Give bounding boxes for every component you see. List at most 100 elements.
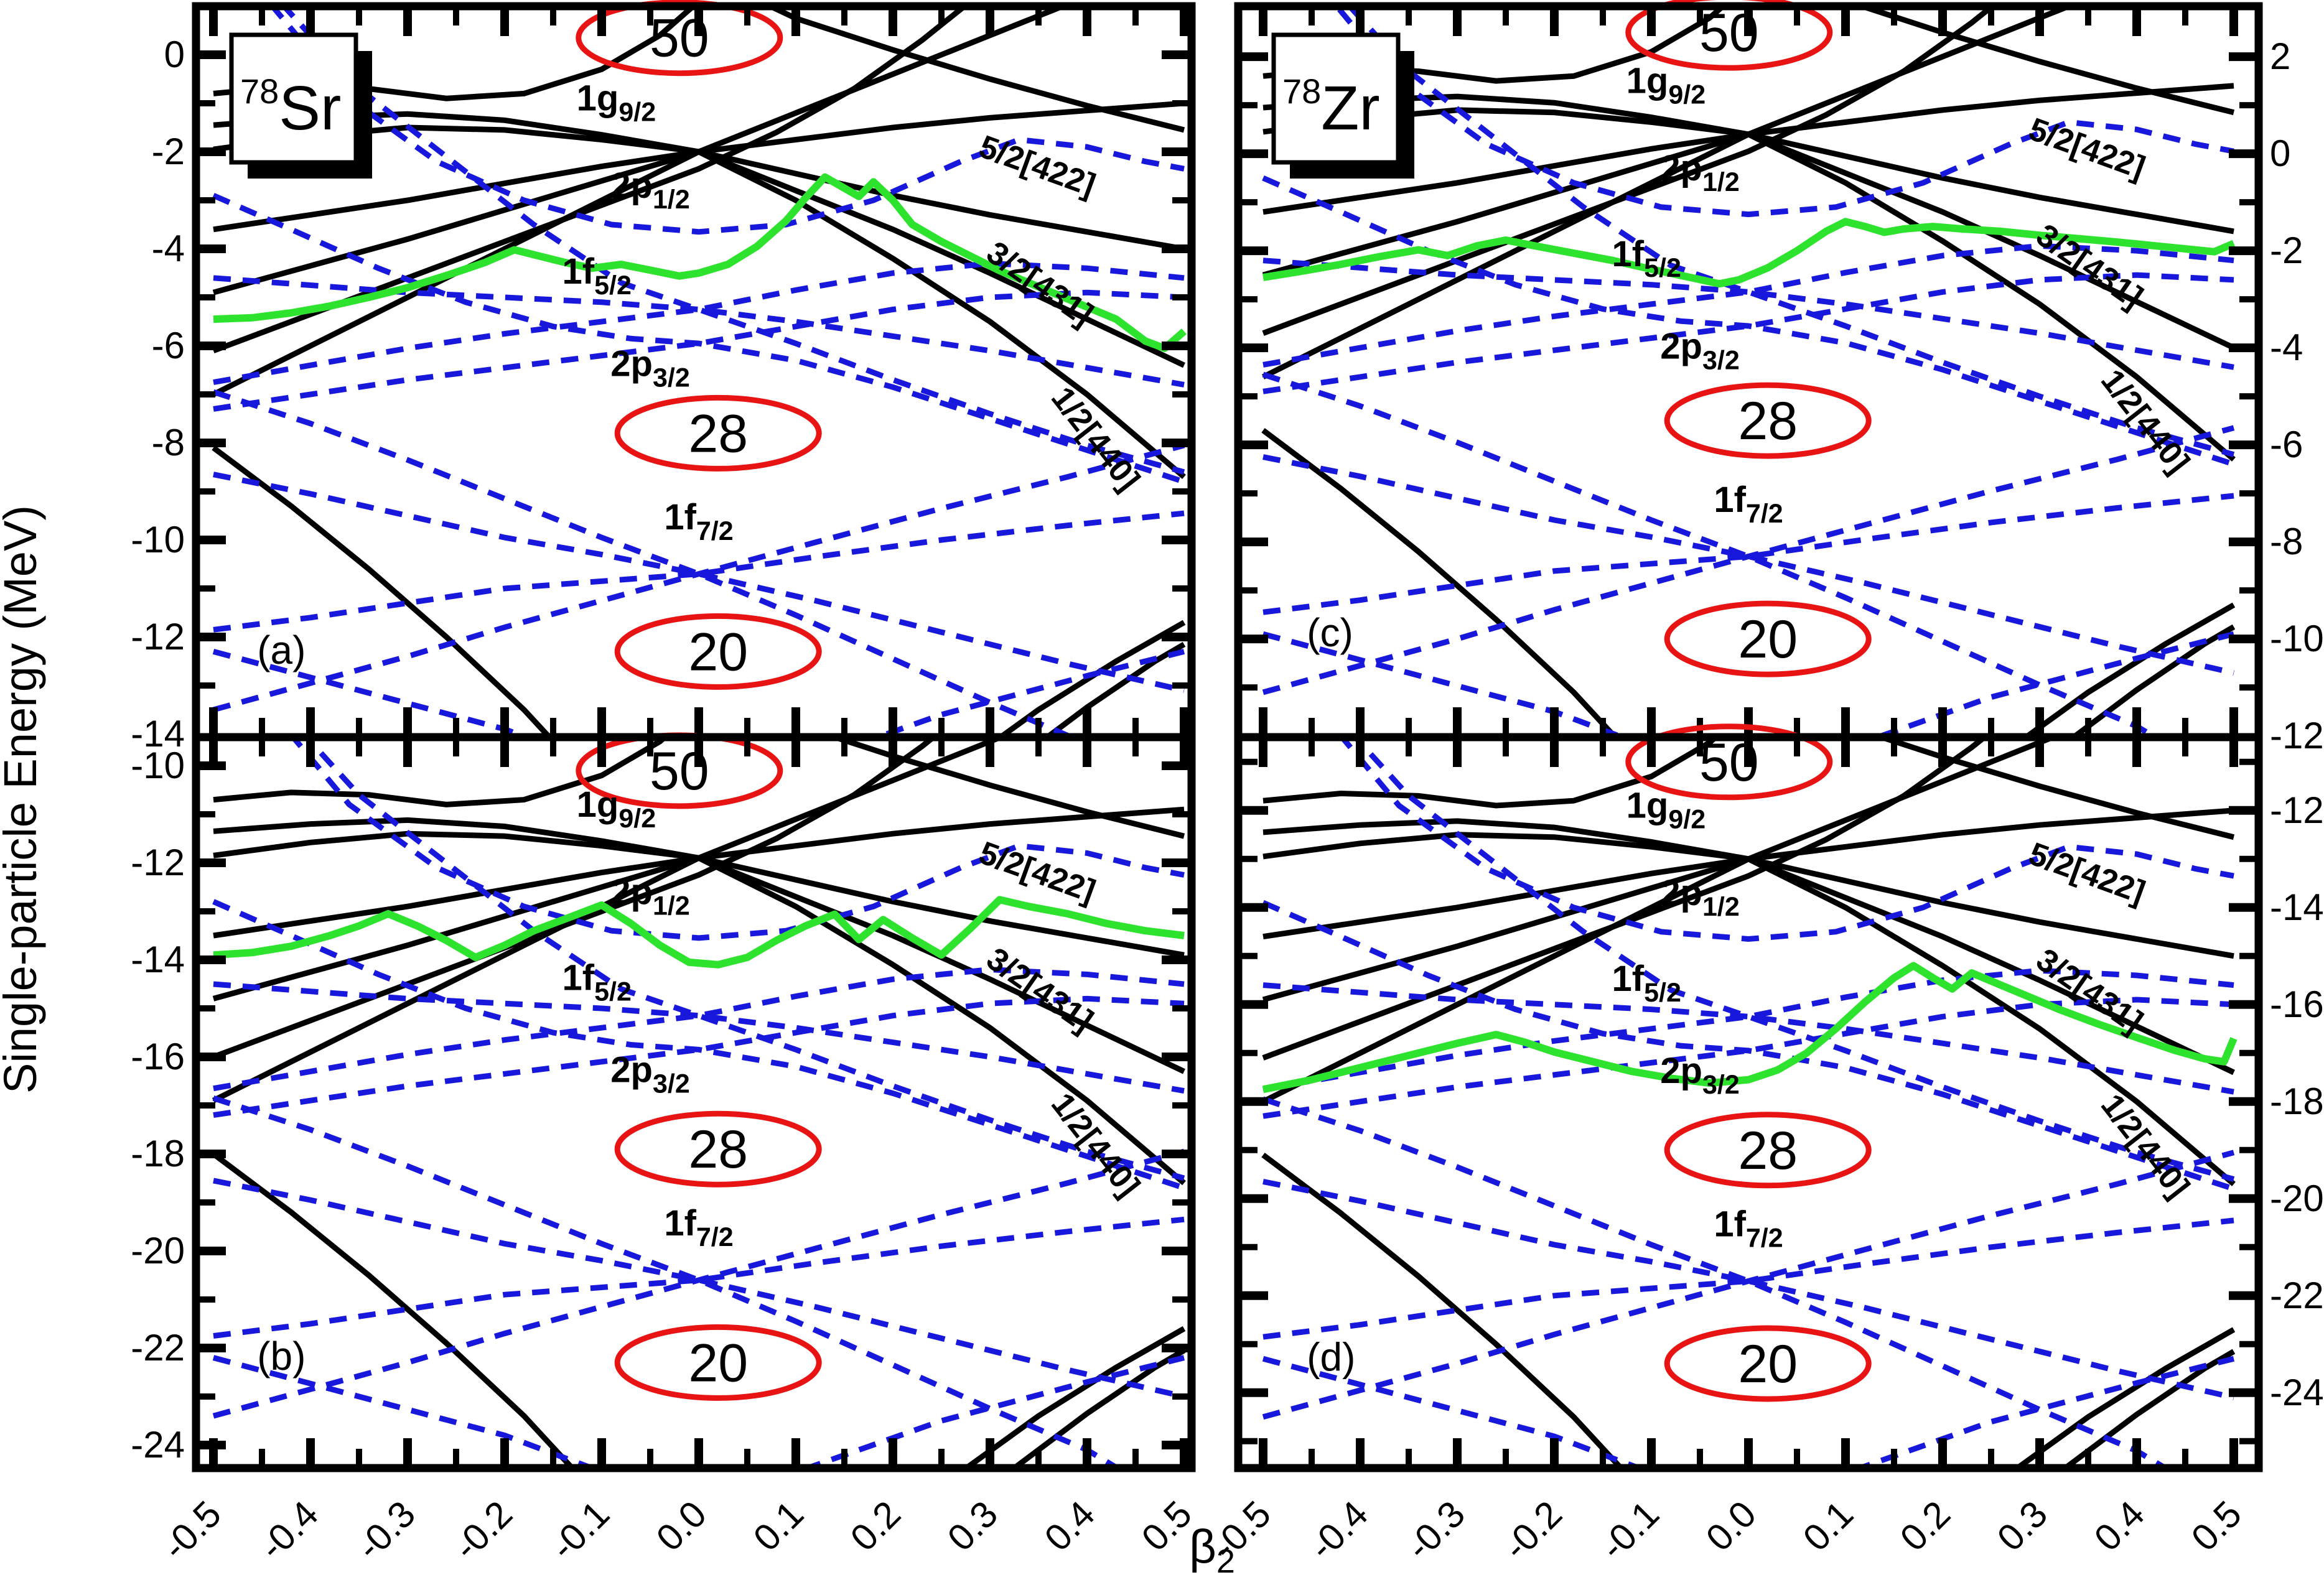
y-tick-label: 0 bbox=[164, 34, 185, 75]
y-tick-label: -20 bbox=[2270, 1178, 2324, 1219]
panel-ticks bbox=[1242, 741, 2255, 1464]
shell-gap-number: 20 bbox=[1738, 1334, 1798, 1394]
isotope-symbol: Sr bbox=[279, 73, 341, 143]
shell-gap-oval bbox=[1664, 382, 1872, 459]
y-tick-label: -2 bbox=[2270, 230, 2303, 271]
level-curve-blue bbox=[1869, 631, 2235, 737]
x-tick-label: 0.1 bbox=[1795, 1493, 1861, 1559]
level-curve-black bbox=[1261, 428, 1619, 737]
level-curve-blue bbox=[1262, 1355, 1647, 1468]
level-curve-blue bbox=[289, 737, 1185, 941]
nilsson-label: 3/2[431] bbox=[980, 235, 1099, 333]
orbital-label-sub: 9/2 bbox=[1668, 80, 1706, 110]
level-curve-blue bbox=[212, 1148, 1185, 1419]
x-tick-label: 0.3 bbox=[940, 1493, 1006, 1559]
orbital-label-main: 2p bbox=[610, 165, 653, 206]
isotope-mass-number: 78 bbox=[240, 72, 279, 111]
shell-gap-number: 20 bbox=[688, 622, 748, 682]
panel-ticks bbox=[200, 741, 1188, 1464]
orbital-label-main: 1g bbox=[577, 78, 619, 119]
level-curve-blue bbox=[1351, 737, 2235, 1182]
orbital-label-main: 2p bbox=[1660, 326, 1702, 366]
level-curve-blue bbox=[1338, 737, 2234, 942]
x-tick-label: -0.2 bbox=[1495, 1493, 1570, 1568]
y-tick-label: -4 bbox=[152, 228, 185, 269]
shell-gap-number: 28 bbox=[688, 404, 748, 463]
panel-a: 5028201g9/22p1/21f5/22p3/21f7/25/2[422]3… bbox=[131, 0, 1196, 755]
orbital-label: 2p1/2 bbox=[610, 872, 689, 921]
orbital-label-main: 2p bbox=[1660, 148, 1702, 188]
orbital-label-sub: 5/2 bbox=[594, 977, 632, 1007]
level-curve-blue bbox=[869, 649, 1185, 737]
nilsson-label: 3/2[431] bbox=[980, 941, 1099, 1039]
level-curve-blue bbox=[212, 649, 534, 737]
panel-letter-a: (a) bbox=[257, 628, 306, 672]
panel-letter-b: (b) bbox=[257, 1334, 306, 1378]
y-tick-label: -10 bbox=[131, 745, 185, 786]
level-curve-black bbox=[1262, 737, 1720, 809]
orbital-label: 1f5/2 bbox=[1612, 959, 1681, 1008]
y-tick-label: -22 bbox=[131, 1327, 185, 1369]
y-tick-label: -12 bbox=[131, 842, 185, 883]
level-curve-blue bbox=[212, 1355, 600, 1468]
orbital-label-sub: 1/2 bbox=[653, 185, 690, 215]
level-curve-black bbox=[961, 1326, 1186, 1468]
x-tick-label: 0.2 bbox=[1892, 1493, 1958, 1559]
x-tick-label: 0.4 bbox=[1037, 1493, 1103, 1559]
orbital-label-sub: 1/2 bbox=[1702, 892, 1740, 922]
panel-ticks bbox=[1242, 10, 2255, 733]
orbital-label-sub: 7/2 bbox=[696, 1222, 734, 1252]
x-tick-label: -0.1 bbox=[1592, 1493, 1667, 1568]
orbital-label: 1g9/2 bbox=[1626, 61, 1706, 110]
orbital-label: 1f5/2 bbox=[562, 957, 632, 1007]
orbital-label: 2p1/2 bbox=[1660, 873, 1739, 922]
fermi-line-a bbox=[213, 173, 1187, 352]
level-curve-blue bbox=[1262, 997, 2234, 1119]
y-tick-label: -16 bbox=[2270, 983, 2324, 1025]
orbital-label-main: 2p bbox=[610, 1050, 653, 1090]
level-curve-black bbox=[2021, 602, 2236, 737]
level-curve-blue bbox=[213, 981, 1185, 1094]
level-curve-blue bbox=[1262, 1150, 2235, 1420]
orbital-label-main: 2p bbox=[610, 872, 653, 912]
orbital-label: 2p3/2 bbox=[1660, 326, 1739, 375]
y-tick-label: -2 bbox=[152, 131, 185, 172]
x-tick-label: 0.2 bbox=[842, 1493, 908, 1559]
nilsson-label: 3/2[431] bbox=[2030, 217, 2149, 316]
x-axis-title: β2 bbox=[1189, 1520, 1235, 1580]
orbital-label-sub: 5/2 bbox=[1644, 978, 1681, 1008]
orbital-label-main: 1f bbox=[562, 957, 595, 998]
level-curve-blue bbox=[1262, 1217, 2234, 1340]
fermi-line-d bbox=[1262, 962, 2238, 1094]
shell-gap-oval bbox=[614, 613, 822, 690]
orbital-label-sub: 5/2 bbox=[1644, 253, 1681, 283]
orbital-label-sub: 1/2 bbox=[1702, 167, 1740, 197]
shell-gap-oval bbox=[1625, 723, 1833, 801]
orbital-label: 1g9/2 bbox=[1626, 785, 1706, 834]
x-tick-label: 0.3 bbox=[1989, 1493, 2055, 1559]
level-curve-blue bbox=[213, 289, 1185, 412]
x-tick-label: -0.4 bbox=[251, 1493, 326, 1568]
panel-d-curves bbox=[1261, 737, 2238, 1468]
orbital-label-sub: 3/2 bbox=[653, 1069, 690, 1099]
orbital-label: 1g9/2 bbox=[577, 784, 656, 834]
orbital-label-sub: 3/2 bbox=[653, 363, 690, 393]
level-curve-black bbox=[213, 737, 670, 807]
y-tick-label: -8 bbox=[2270, 521, 2303, 562]
isotope-box bbox=[1271, 32, 1401, 165]
orbital-label-main: 1g bbox=[1626, 61, 1669, 101]
level-curve-blue bbox=[212, 899, 1185, 1191]
level-curve-black bbox=[212, 737, 1009, 1104]
panel-letter-c: (c) bbox=[1307, 610, 1353, 655]
orbital-label-sub: 7/2 bbox=[1746, 499, 1783, 529]
orbital-label-sub: 3/2 bbox=[1702, 1070, 1740, 1100]
isotope-label: 78Zr bbox=[1282, 72, 1380, 143]
level-curve-blue bbox=[213, 995, 1185, 1118]
level-curve-blue bbox=[1851, 1355, 2235, 1468]
level-curve-blue bbox=[212, 193, 1185, 485]
shell-gap-oval bbox=[1625, 0, 1833, 71]
shell-gap-number: 28 bbox=[688, 1120, 748, 1179]
y-tick-label: 2 bbox=[2270, 35, 2290, 77]
level-curve-blue bbox=[1262, 982, 2234, 1095]
fermi-line-b bbox=[213, 896, 1185, 969]
